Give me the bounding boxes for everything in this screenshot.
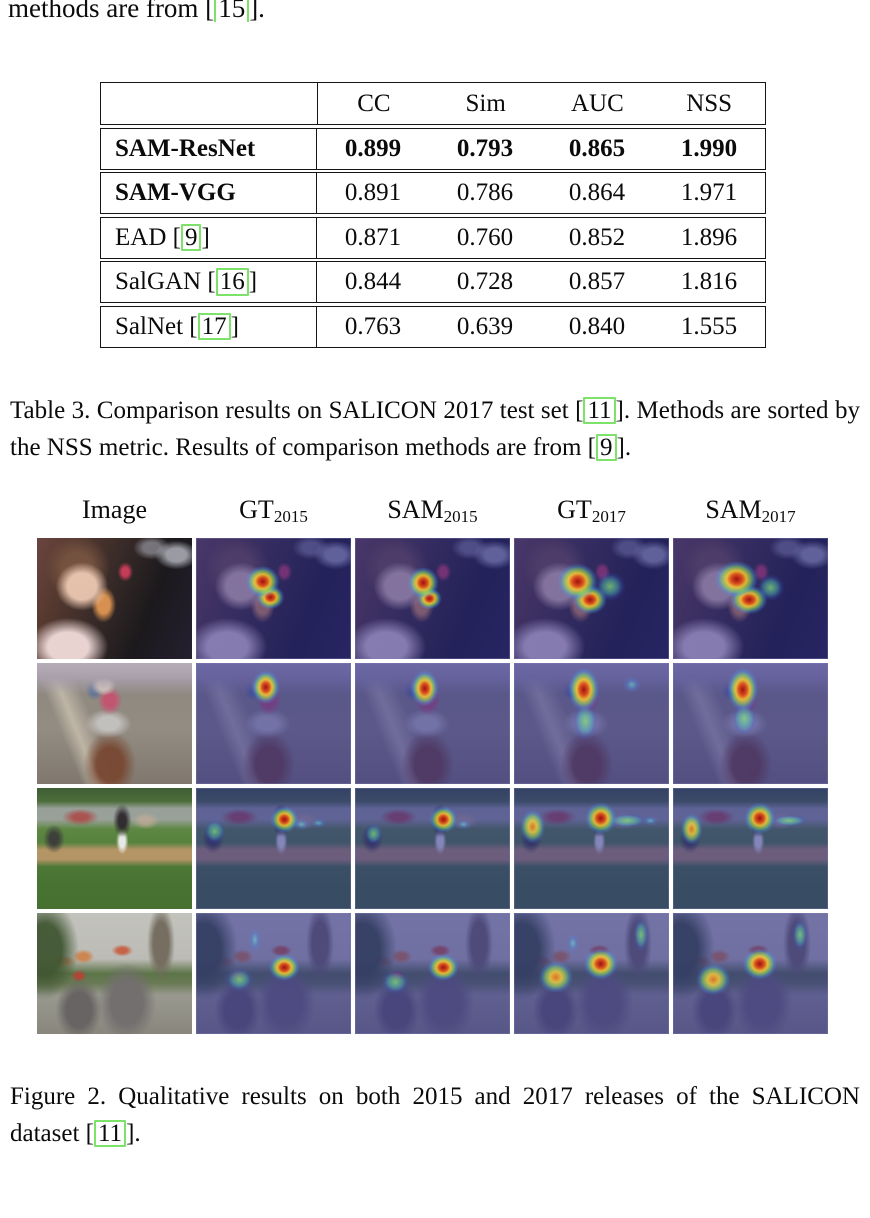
metric-column-header: CC — [357, 89, 391, 117]
results-table: CC Sim AUC NSS SAM-ResNet 0.899 0.793 0.865 1.9… — [100, 82, 766, 348]
figure-column-label-subscript: 2017 — [761, 506, 796, 526]
saliency-map-image — [673, 662, 828, 784]
saliency-map-image — [673, 912, 828, 1034]
figure-grid — [37, 537, 828, 1034]
table-row: EAD [9] 0.871 0.760 0.852 1.896 — [100, 216, 766, 259]
figure-column-label: GT2017 — [514, 494, 669, 531]
figure-column-label-text: SAM — [705, 494, 762, 524]
stimulus-photo-image — [37, 912, 192, 1034]
figure-column-label: SAM2017 — [673, 494, 828, 531]
table-row: SalNet [17] 0.763 0.639 0.840 1.555 — [100, 305, 766, 348]
stimulus-photo-image — [37, 537, 192, 659]
metric-value-cell: 0.763 — [344, 312, 402, 340]
metric-value-cell: 1.990 — [680, 134, 738, 162]
saliency-map-image — [355, 662, 510, 784]
saliency-map-image — [355, 537, 510, 659]
method-name-cell: SalGAN [16] — [101, 262, 317, 302]
figure-column-label: GT2015 — [196, 494, 351, 531]
figure-column-headers: Image GT2015 SAM2015 GT2017 SAM2017 — [37, 494, 828, 531]
method-name-cell: SAM-VGG — [101, 173, 317, 213]
citation-link[interactable]: 9 — [180, 223, 202, 252]
metric-value-cell: 0.865 — [568, 134, 626, 162]
metric-value-cell: 0.840 — [568, 312, 626, 340]
metric-value-cell: 0.760 — [456, 223, 514, 251]
previous-caption-text: methods are from [15]. — [8, 0, 870, 22]
figure-column-label: SAM2015 — [355, 494, 510, 531]
table-corner-cell — [101, 83, 318, 124]
metric-value-cell: 0.891 — [344, 179, 402, 206]
figure-column-label-text: SAM — [387, 494, 444, 524]
metric-value-cell: 0.852 — [568, 223, 626, 251]
citation-link[interactable]: 15 — [214, 0, 250, 22]
metric-value-cell: 0.871 — [344, 223, 402, 251]
metric-value-cell: 0.639 — [456, 312, 514, 340]
citation-link[interactable]: 17 — [197, 312, 231, 341]
saliency-map-image — [514, 787, 669, 909]
table-row: SalGAN [16] 0.844 0.728 0.857 1.816 — [100, 261, 766, 303]
saliency-map-image — [355, 787, 510, 909]
metric-column-header: NSS — [686, 89, 733, 117]
metric-column-header: AUC — [570, 89, 624, 117]
figure-column-label-subscript: 2015 — [273, 506, 308, 526]
saliency-map-image — [514, 912, 669, 1034]
metric-value-cell: 0.864 — [568, 179, 626, 206]
saliency-map-image — [196, 662, 351, 784]
saliency-map-image — [514, 537, 669, 659]
metric-value-cell: 1.555 — [680, 312, 738, 340]
figure-column-label-subscript: 2015 — [443, 506, 478, 526]
figure-column-label-text: Image — [82, 494, 147, 524]
method-name-cell: EAD [9] — [101, 217, 317, 258]
results-table-body: SAM-ResNet 0.899 0.793 0.865 1.990 SAM-VGG 0.8… — [100, 127, 766, 348]
metric-value-cell: 0.728 — [456, 268, 514, 295]
table-row: SAM-VGG 0.891 0.786 0.864 1.971 — [100, 172, 766, 214]
figure-column-label-subscript: 2017 — [591, 506, 626, 526]
metric-value-cell: 1.971 — [680, 179, 738, 206]
method-name-cell: SalNet [17] — [101, 306, 317, 347]
saliency-map-image — [673, 537, 828, 659]
saliency-map-image — [514, 662, 669, 784]
stimulus-photo-image — [37, 662, 192, 784]
previous-caption-fragment: methods are from [15]. — [0, 0, 870, 22]
table-caption: Table 3. Comparison results on SALICON 2… — [10, 396, 860, 462]
metric-value-cell: 0.844 — [344, 268, 402, 295]
results-table-header: CC Sim AUC NSS — [100, 82, 766, 125]
metric-value-cell: 0.793 — [456, 134, 514, 162]
table-row: SAM-ResNet 0.899 0.793 0.865 1.990 — [100, 127, 766, 170]
metric-value-cell: 1.896 — [680, 223, 738, 251]
metric-value-cell: 0.786 — [456, 179, 514, 206]
figure-caption: Figure 2. Qualitative results on both 20… — [10, 1082, 860, 1148]
metric-value-cell: 0.899 — [344, 134, 402, 162]
metric-value-cell: 0.857 — [568, 268, 626, 295]
paper-page: methods are from [15]. CC Sim AUC NSS SAM-R… — [0, 0, 870, 1148]
saliency-map-image — [196, 787, 351, 909]
citation-link[interactable]: 16 — [215, 268, 249, 296]
saliency-map-image — [196, 537, 351, 659]
saliency-map-image — [355, 912, 510, 1034]
metric-column-header: Sim — [465, 89, 506, 117]
citation-link[interactable]: 11 — [93, 1119, 127, 1148]
method-name-cell: SAM-ResNet — [101, 128, 317, 169]
figure-column-label-text: GT — [557, 494, 592, 524]
stimulus-photo-image — [37, 787, 192, 909]
figure-column-label: Image — [37, 494, 192, 531]
citation-link[interactable]: 11 — [583, 396, 616, 425]
citation-link[interactable]: 9 — [596, 433, 617, 462]
saliency-map-image — [196, 912, 351, 1034]
figure-column-label-text: GT — [239, 494, 274, 524]
metric-value-cell: 1.816 — [680, 268, 738, 295]
saliency-map-image — [673, 787, 828, 909]
